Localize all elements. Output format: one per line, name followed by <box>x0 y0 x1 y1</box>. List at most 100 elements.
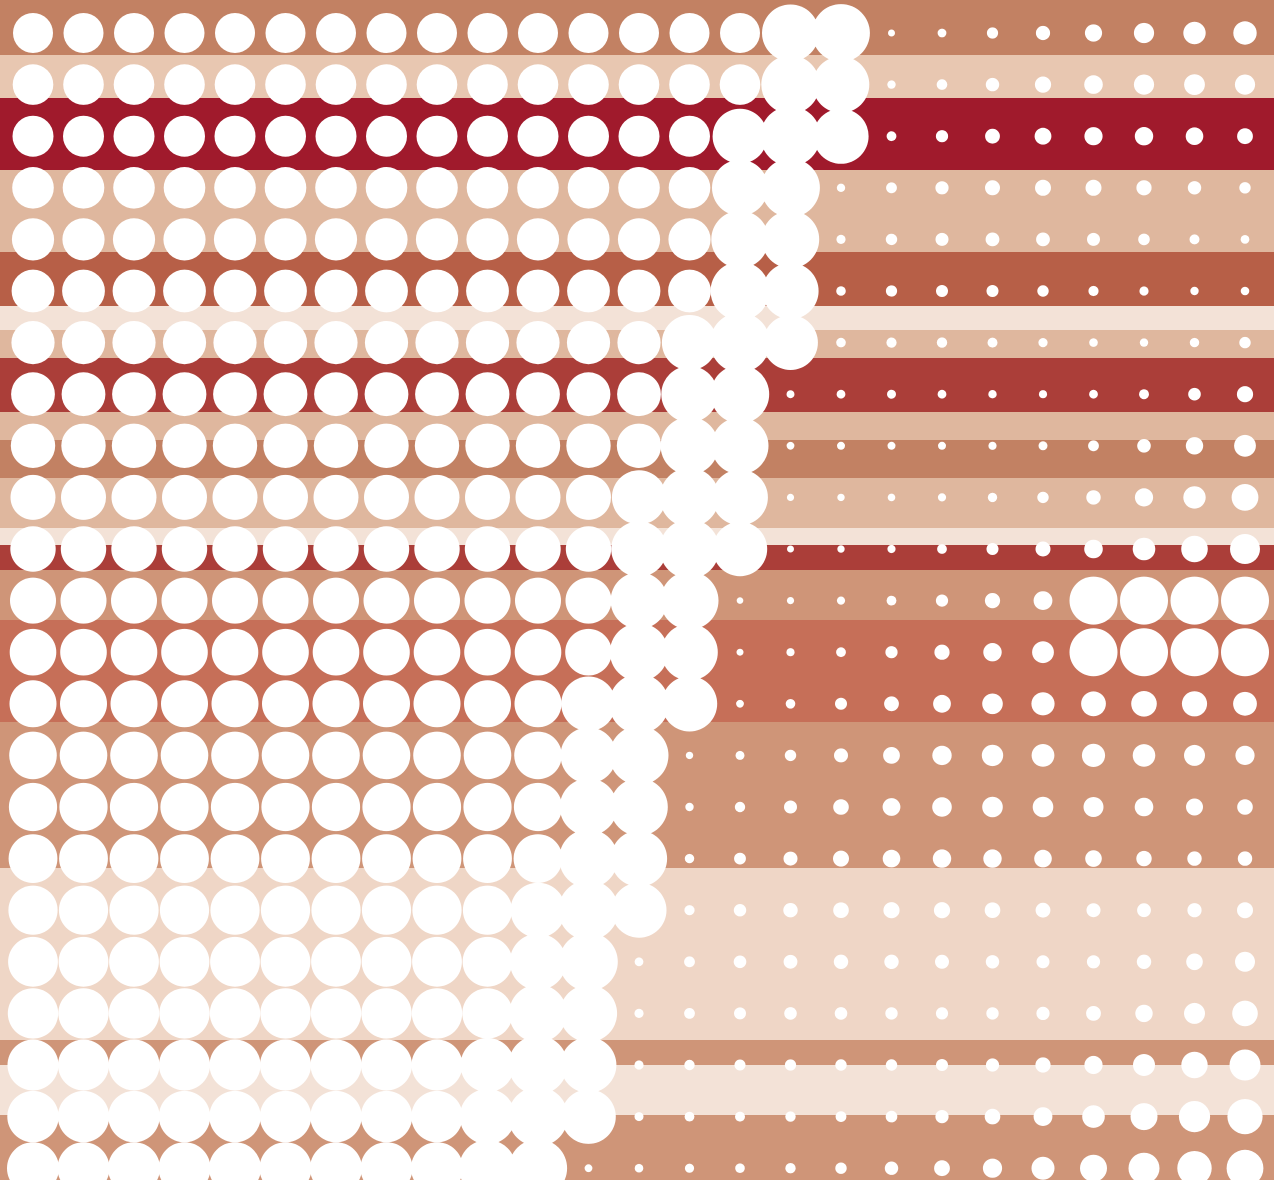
halftone-dot <box>1037 285 1049 297</box>
halftone-dot <box>558 880 619 941</box>
halftone-dot <box>362 782 411 832</box>
halftone-dot <box>415 321 459 365</box>
halftone-dot <box>661 676 718 732</box>
halftone-dot <box>109 782 159 832</box>
halftone-dot <box>762 4 819 62</box>
halftone-dot <box>412 834 462 883</box>
halftone-dot <box>935 181 949 195</box>
halftone-dot <box>364 423 409 468</box>
halftone-dot <box>159 988 210 1039</box>
halftone-dot <box>211 680 259 728</box>
halftone-dot <box>109 834 159 883</box>
halftone-dot <box>364 372 409 417</box>
halftone-dot <box>310 1090 362 1143</box>
halftone-dot <box>833 850 849 867</box>
halftone-dot <box>210 936 260 987</box>
halftone-dot <box>888 29 895 37</box>
halftone-dot <box>1036 955 1050 969</box>
halftone-dot <box>462 885 513 935</box>
halftone-dot <box>1239 182 1251 194</box>
halftone-dot <box>517 64 559 105</box>
halftone-dot <box>1231 484 1259 511</box>
halftone-dot <box>263 474 308 520</box>
halftone-dot <box>734 1059 746 1071</box>
halftone-dot <box>158 1142 211 1180</box>
halftone-dot <box>611 882 667 938</box>
halftone-dot <box>362 834 411 883</box>
halftone-dot <box>684 1111 695 1122</box>
halftone-dot <box>210 782 260 832</box>
halftone-dot <box>1235 951 1255 972</box>
halftone-dot <box>365 269 408 313</box>
halftone-dot <box>1177 1151 1212 1180</box>
halftone-dot <box>1189 337 1200 348</box>
halftone-dot <box>361 1039 412 1091</box>
halftone-dot <box>886 337 897 348</box>
halftone-dot <box>1084 539 1103 559</box>
halftone-dot <box>162 321 207 365</box>
halftone-dot <box>312 680 360 728</box>
halftone-dot <box>760 106 821 167</box>
halftone-dot <box>164 13 205 53</box>
halftone-dot <box>1237 851 1253 866</box>
halftone-dot <box>712 159 768 216</box>
halftone-dot <box>264 218 307 261</box>
halftone-dot <box>1170 576 1219 625</box>
halftone-dot <box>836 596 846 605</box>
halftone-dot <box>736 597 744 604</box>
halftone-dot <box>459 1088 516 1145</box>
halftone-dot <box>634 1060 644 1070</box>
halftone-dot <box>1086 1006 1101 1021</box>
halftone-dot <box>265 115 306 157</box>
halftone-dot <box>1069 628 1118 677</box>
halftone-dot <box>986 27 999 39</box>
halftone-dot <box>163 269 206 313</box>
halftone-dot <box>214 167 256 209</box>
halftone-dot <box>361 885 412 935</box>
halftone-dot <box>364 321 409 365</box>
halftone-dot <box>63 64 104 105</box>
halftone-dot <box>213 269 257 313</box>
halftone-dot <box>8 936 58 987</box>
halftone-dot <box>259 1142 312 1180</box>
halftone-dot <box>1031 744 1055 767</box>
halftone-dot <box>459 1139 516 1180</box>
halftone-dot <box>609 623 669 682</box>
halftone-dot <box>710 261 770 321</box>
halftone-dot <box>785 1163 796 1174</box>
halftone-dot <box>513 782 563 832</box>
halftone-dot <box>937 389 947 399</box>
halftone-dot <box>413 731 461 780</box>
halftone-dot <box>833 902 849 918</box>
halftone-dot <box>986 285 999 297</box>
halftone-dot <box>1088 440 1099 452</box>
halftone-dot <box>559 984 618 1042</box>
halftone-dot <box>465 423 510 468</box>
halftone-dot <box>618 115 660 157</box>
halftone-dot <box>365 167 408 209</box>
halftone-dot <box>1134 488 1154 507</box>
halftone-dot <box>616 423 662 468</box>
halftone-dot <box>262 577 309 624</box>
halftone-dot <box>313 526 359 572</box>
halftone-dot <box>987 337 998 348</box>
halftone-dot <box>883 747 900 764</box>
halftone-dot <box>835 697 847 710</box>
halftone-dot <box>611 470 667 525</box>
halftone-dot <box>1035 541 1051 557</box>
halftone-dot <box>460 1038 515 1092</box>
halftone-dot <box>1133 1054 1155 1076</box>
halftone-dot <box>160 834 209 883</box>
halftone-dot <box>565 628 612 676</box>
halftone-dot <box>559 778 618 836</box>
halftone-dot <box>886 182 897 194</box>
halftone-dot <box>933 694 951 713</box>
halftone-dot <box>161 628 208 676</box>
halftone-dot <box>209 1142 261 1180</box>
halftone-dot <box>1133 74 1155 95</box>
halftone-dot <box>784 800 797 814</box>
halftone-dot <box>517 167 559 209</box>
halftone-dot <box>1132 744 1156 767</box>
halftone-dot <box>1136 954 1152 969</box>
